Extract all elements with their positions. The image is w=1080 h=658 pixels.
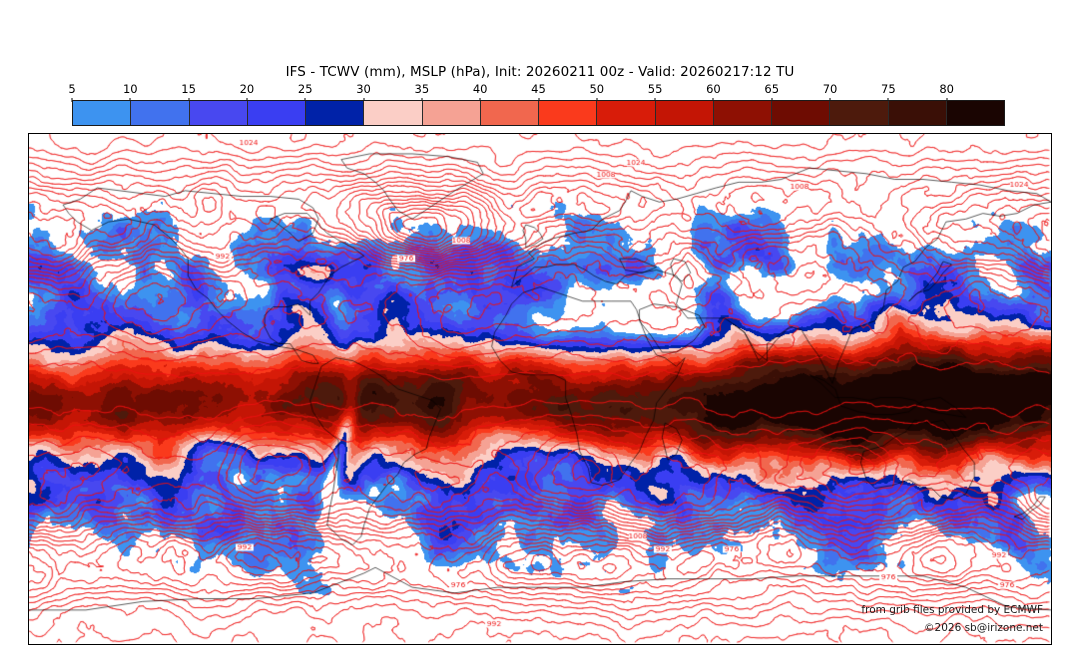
colorbar-segment — [131, 101, 190, 125]
copyright-credit: ©2026 sb@irizone.net — [924, 622, 1043, 634]
colorbar-segment — [189, 101, 248, 125]
colorbar-segment — [306, 101, 365, 125]
colorbar-segment — [888, 101, 947, 125]
map-frame[interactable]: from grib files provided by ECMWF ©2026 … — [28, 133, 1052, 645]
colorbar-tick-label: 35 — [414, 82, 430, 96]
colorbar-tick-label: 45 — [531, 82, 546, 96]
colorbar-segment — [655, 101, 714, 125]
colorbar-segment — [73, 101, 132, 125]
colorbar-tick-label: 5 — [68, 82, 76, 96]
colorbar-tick-label: 20 — [239, 82, 255, 96]
colorbar-tick-label: 65 — [764, 82, 780, 96]
colorbar-tick-label: 30 — [356, 82, 371, 96]
colorbar-segment — [830, 101, 889, 125]
colorbar-tick-label: 55 — [647, 82, 663, 96]
colorbar-segments — [72, 100, 1005, 126]
colorbar-segment — [422, 101, 481, 125]
colorbar-segment — [247, 101, 306, 125]
colorbar-segment — [539, 101, 598, 125]
colorbar-tick-label: 25 — [297, 82, 313, 96]
colorbar-segment — [713, 101, 772, 125]
colorbar-segment — [364, 101, 423, 125]
tcwv-map-canvas[interactable] — [29, 134, 1051, 644]
colorbar-segment — [946, 101, 1004, 125]
data-source-credit: from grib files provided by ECMWF — [861, 604, 1043, 616]
page-title: IFS - TCWV (mm), MSLP (hPa), Init: 20260… — [285, 64, 795, 80]
colorbar-tick-labels: 5 10 15 20 25 30 35 40 45 50 55 60 65 70 75 80 — [68, 82, 1005, 102]
colorbar-tick-label: 40 — [472, 82, 488, 96]
colorbar-segment — [772, 101, 831, 125]
colorbar-tick-label: 15 — [181, 82, 196, 96]
colorbar — [72, 100, 1005, 126]
colorbar-tick-label: 75 — [881, 82, 896, 96]
colorbar-tick-label: 60 — [706, 82, 721, 96]
colorbar-segment — [480, 101, 539, 125]
colorbar-tick-label: 10 — [122, 82, 138, 96]
colorbar-tick-label: 80 — [939, 82, 955, 96]
colorbar-segment — [597, 101, 656, 125]
colorbar-tick-label: 50 — [589, 82, 605, 96]
colorbar-tick-label: 70 — [822, 82, 838, 96]
